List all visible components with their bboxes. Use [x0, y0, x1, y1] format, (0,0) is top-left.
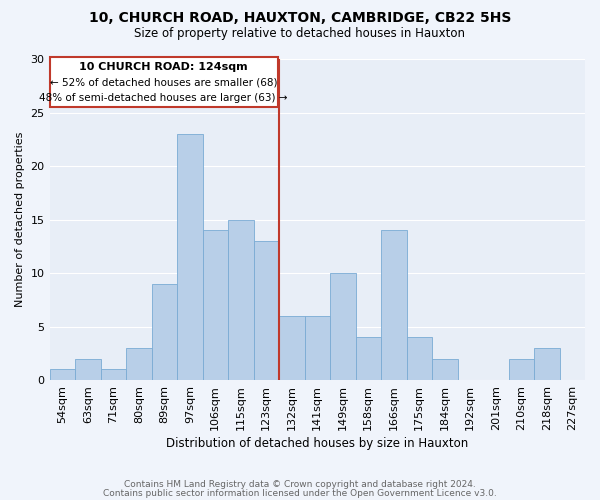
X-axis label: Distribution of detached houses by size in Hauxton: Distribution of detached houses by size …	[166, 437, 469, 450]
Bar	[50, 57, 278, 107]
Bar	[101, 370, 126, 380]
Bar	[279, 316, 305, 380]
Bar	[534, 348, 560, 380]
Bar	[381, 230, 407, 380]
Bar	[254, 241, 279, 380]
Bar	[509, 358, 534, 380]
Text: 10 CHURCH ROAD: 124sqm: 10 CHURCH ROAD: 124sqm	[79, 62, 248, 72]
Text: Contains public sector information licensed under the Open Government Licence v3: Contains public sector information licen…	[103, 488, 497, 498]
Bar	[330, 273, 356, 380]
Text: Size of property relative to detached houses in Hauxton: Size of property relative to detached ho…	[134, 28, 466, 40]
Bar	[152, 284, 177, 380]
Y-axis label: Number of detached properties: Number of detached properties	[15, 132, 25, 307]
Bar	[407, 338, 432, 380]
Bar	[50, 370, 75, 380]
Bar	[228, 220, 254, 380]
Bar	[126, 348, 152, 380]
Text: 10, CHURCH ROAD, HAUXTON, CAMBRIDGE, CB22 5HS: 10, CHURCH ROAD, HAUXTON, CAMBRIDGE, CB2…	[89, 11, 511, 25]
Bar	[75, 358, 101, 380]
Bar	[177, 134, 203, 380]
Bar	[432, 358, 458, 380]
Text: Contains HM Land Registry data © Crown copyright and database right 2024.: Contains HM Land Registry data © Crown c…	[124, 480, 476, 489]
Bar	[356, 338, 381, 380]
Bar	[305, 316, 330, 380]
Text: ← 52% of detached houses are smaller (68): ← 52% of detached houses are smaller (68…	[50, 77, 277, 87]
Text: 48% of semi-detached houses are larger (63) →: 48% of semi-detached houses are larger (…	[40, 93, 288, 103]
Bar	[203, 230, 228, 380]
